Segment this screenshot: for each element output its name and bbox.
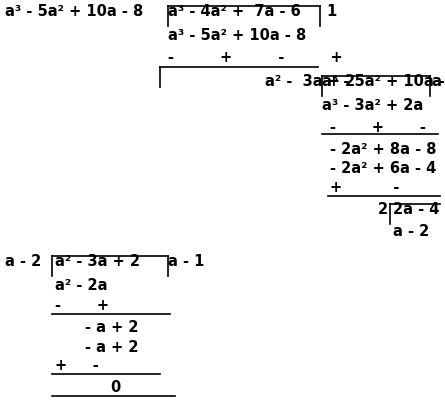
Text: a³ - 5a² + 10a - 8: a³ - 5a² + 10a - 8	[168, 27, 306, 43]
Text: a² - 3a + 2: a² - 3a + 2	[55, 254, 140, 269]
Text: -         +         -         +: - + - +	[168, 49, 343, 64]
Text: - a + 2: - a + 2	[85, 339, 138, 354]
Text: - 2a² + 8a - 8: - 2a² + 8a - 8	[330, 142, 437, 157]
Text: a - 1: a - 1	[168, 254, 204, 269]
Text: +          -          +: + - +	[330, 180, 445, 195]
Text: a - 2: a - 2	[5, 254, 41, 269]
Text: a³ - 5a² + 10a - 8: a³ - 5a² + 10a - 8	[322, 74, 445, 89]
Text: 0: 0	[110, 380, 120, 395]
Text: a - 2: a - 2	[432, 74, 445, 89]
Text: - a + 2: - a + 2	[85, 320, 138, 335]
Text: 1: 1	[326, 4, 336, 20]
Text: - 2a² + 6a - 4: - 2a² + 6a - 4	[330, 160, 436, 175]
Text: a³ - 4a² +  7a - 6: a³ - 4a² + 7a - 6	[168, 4, 301, 20]
Text: 2: 2	[378, 202, 388, 217]
Text: a³ - 5a² + 10a - 8: a³ - 5a² + 10a - 8	[5, 4, 143, 20]
Text: a - 2: a - 2	[393, 224, 429, 239]
Text: -       +: - +	[55, 297, 109, 312]
Text: +     -: + -	[55, 358, 99, 373]
Text: a² - 2a: a² - 2a	[55, 277, 108, 292]
Text: 2a - 4: 2a - 4	[393, 202, 439, 217]
Text: a² -  3a + 2: a² - 3a + 2	[265, 74, 355, 89]
Text: -       +       -: - + -	[330, 119, 426, 134]
Text: a³ - 3a² + 2a: a³ - 3a² + 2a	[322, 97, 423, 112]
